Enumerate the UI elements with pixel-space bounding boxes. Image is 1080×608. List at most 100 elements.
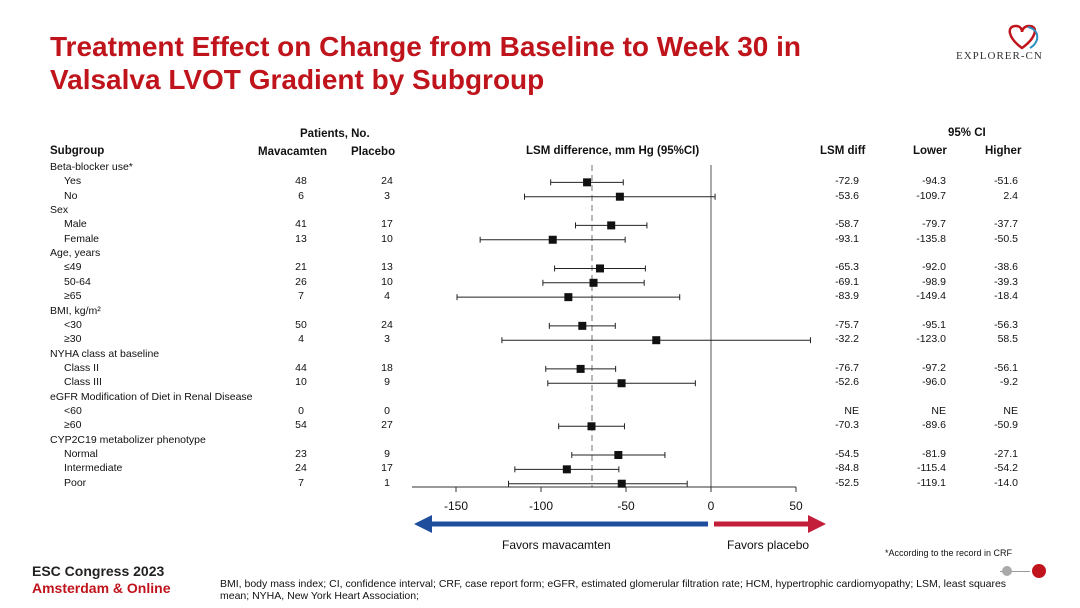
- conference-label: ESC Congress 2023 Amsterdam & Online: [32, 563, 170, 597]
- higher-value: -14.0: [994, 476, 1018, 489]
- placebo-header: Placebo: [351, 146, 396, 158]
- group-label: Age, years: [50, 247, 101, 260]
- lower-value: -95.1: [922, 318, 946, 331]
- row-label: Poor: [64, 476, 87, 489]
- row-label: 50-64: [64, 275, 91, 288]
- higher-value: -56.3: [994, 318, 1018, 331]
- row-label: ≥65: [64, 290, 82, 303]
- lsm-diff-value: -84.8: [835, 462, 859, 475]
- lower-value: -94.3: [922, 175, 946, 188]
- lower-value: NE: [931, 404, 946, 417]
- mavacamten-count: 24: [295, 462, 307, 475]
- x-tick-label: 50: [789, 499, 803, 513]
- mavacamten-count: 13: [295, 232, 307, 245]
- group-label: Sex: [50, 204, 69, 217]
- lsm-diff-value: -54.5: [835, 448, 859, 460]
- placebo-count: 17: [381, 218, 393, 231]
- x-tick-label: -150: [444, 499, 468, 513]
- lsm-diff-value: NE: [844, 404, 859, 417]
- patients-header: Patients, No.: [300, 128, 370, 140]
- mavacamten-count: 6: [298, 189, 304, 202]
- point-estimate: [595, 264, 604, 273]
- crf-note: *According to the record in CRF: [885, 548, 1013, 558]
- group-label: BMI, kg/m²: [50, 304, 101, 317]
- lower-value: -123.0: [916, 333, 946, 346]
- lower-value: -81.9: [922, 448, 946, 460]
- point-estimate: [614, 451, 623, 459]
- mavacamten-count: 10: [295, 376, 307, 389]
- decor-dot-grey: [1002, 566, 1012, 576]
- x-tick-label: -50: [617, 499, 635, 513]
- point-estimate: [562, 465, 571, 474]
- row-label: Yes: [64, 175, 82, 188]
- higher-value: 58.5: [997, 333, 1018, 346]
- lsm-plot-header: LSM difference, mm Hg (95%CI): [526, 145, 700, 157]
- higher-value: NE: [1003, 404, 1018, 417]
- lsm-diff-value: -58.7: [835, 218, 859, 231]
- lower-value: -89.6: [922, 419, 946, 432]
- row-label: <60: [64, 404, 82, 417]
- mavacamten-count: 21: [295, 261, 307, 274]
- placebo-count: 10: [381, 275, 393, 288]
- placebo-count: 13: [381, 261, 393, 274]
- lsm-diff-value: -53.6: [835, 189, 859, 202]
- mavacamten-count: 41: [295, 218, 307, 231]
- group-label: eGFR Modification of Diet in Renal Disea…: [50, 390, 253, 403]
- lsm-diff-value: -83.9: [835, 290, 859, 303]
- higher-value: -18.4: [994, 290, 1018, 303]
- mavacamten-count: 44: [295, 361, 307, 374]
- mavacamten-count: 26: [295, 275, 307, 288]
- point-estimate: [652, 336, 661, 345]
- row-label: ≥30: [64, 333, 82, 346]
- conference-line1: ESC Congress 2023: [32, 563, 165, 579]
- mavacamten-count: 0: [298, 404, 304, 417]
- row-label: <30: [64, 318, 82, 331]
- mavacamten-count: 7: [298, 476, 304, 489]
- mavacamten-count: 4: [298, 333, 304, 346]
- point-estimate: [615, 192, 624, 201]
- logo-text: EXPLORER-CN: [956, 50, 1043, 62]
- higher-value: -38.6: [994, 261, 1018, 274]
- placebo-count: 10: [381, 232, 393, 245]
- lsm-diff-value: -76.7: [835, 361, 859, 374]
- lsm-diff-value: -52.5: [835, 476, 859, 489]
- point-estimate: [548, 235, 557, 244]
- point-estimate: [617, 479, 626, 488]
- lower-value: -119.1: [917, 476, 946, 489]
- higher-value: -56.1: [994, 361, 1018, 374]
- group-label: Beta-blocker use*: [50, 161, 133, 173]
- placebo-count: 3: [384, 333, 390, 346]
- lsm-diff-header: LSM diff: [820, 145, 866, 157]
- higher-value: -54.2: [994, 462, 1018, 475]
- row-label: Male: [64, 218, 87, 231]
- lsm-diff-value: -52.6: [835, 376, 859, 389]
- row-label: No: [64, 189, 78, 202]
- mavacamten-count: 50: [295, 318, 307, 331]
- lower-value: -92.0: [922, 261, 946, 274]
- higher-value: 2.4: [1003, 189, 1018, 202]
- higher-value: -50.5: [994, 232, 1018, 245]
- point-estimate: [607, 221, 616, 230]
- higher-header: Higher: [985, 145, 1022, 157]
- group-label: CYP2C19 metabolizer phenotype: [50, 433, 206, 446]
- footnote: BMI, body mass index; CI, confidence int…: [220, 578, 1007, 602]
- page-title: Treatment Effect on Change from Baseline…: [50, 31, 801, 95]
- higher-value: -39.3: [994, 275, 1018, 288]
- placebo-count: 0: [384, 404, 390, 417]
- mavacamten-count: 48: [295, 175, 307, 188]
- lsm-diff-value: -69.1: [835, 275, 859, 288]
- favors-mavacamten-label: Favors mavacamten: [502, 538, 611, 552]
- point-estimate: [583, 178, 592, 187]
- lsm-diff-value: -72.9: [835, 175, 859, 188]
- mavacamten-header: Mavacamten: [258, 146, 328, 158]
- row-label: Class II: [64, 361, 100, 374]
- higher-value: -51.6: [994, 175, 1018, 188]
- higher-value: -37.7: [994, 218, 1018, 231]
- lower-header: Lower: [913, 145, 947, 157]
- lower-value: -149.4: [916, 290, 946, 303]
- placebo-count: 17: [381, 462, 393, 475]
- row-label: Female: [64, 232, 100, 245]
- lower-value: -135.8: [916, 232, 946, 245]
- row-label: Class III: [64, 376, 102, 389]
- lower-value: -109.7: [916, 189, 946, 202]
